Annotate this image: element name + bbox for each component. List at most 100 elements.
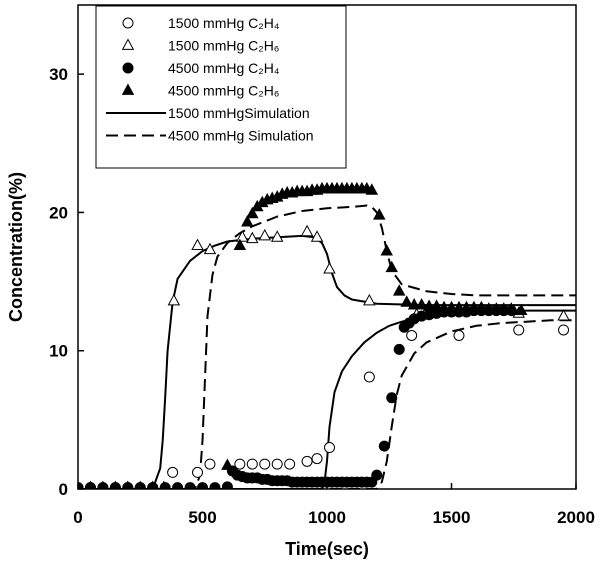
legend-entry-1: 1500 mmHg C₂H₆ [121,38,279,54]
data-point-s3-44 [490,302,503,314]
legend-entry-3: 4500 mmHg C₂H₆ [121,83,279,99]
data-point-s0-12 [259,458,271,470]
x-tick-label-0: 0 [73,508,82,527]
data-point-s0-7 [167,466,179,478]
data-point-s3-45 [497,302,511,314]
legend-label-2: 4500 mmHg C₂H₄ [168,60,280,76]
data-point-s3-29 [380,244,394,256]
data-point-s3-37 [437,300,451,313]
data-point-s0-22 [558,324,570,336]
legend-label-4: 1500 mmHgSimulation [168,105,310,121]
data-point-s0-20 [453,330,465,342]
data-point-s2-11 [209,482,221,489]
data-point-s3-3 [246,206,259,219]
plot-area [78,181,576,489]
legend-label-3: 4500 mmHg C₂H₆ [168,83,279,99]
data-point-s1-14 [270,230,284,242]
legend-label-1: 1500 mmHg C₂H₆ [168,38,279,54]
legend-marker-1 [121,38,135,50]
data-point-s3-38 [445,300,458,313]
data-point-s3-0 [221,458,234,470]
data-point-s0-14 [284,458,296,470]
data-point-s0-18 [363,371,375,383]
legend-entry-5: 4500 mmHg Simulation [106,128,314,144]
data-point-s2-0 [78,482,84,489]
data-point-s2-42 [371,469,383,481]
data-point-s1-15 [300,224,314,237]
series-line-7 [78,319,576,489]
data-point-s2-43 [378,440,390,452]
data-point-s1-12 [246,231,259,244]
data-point-s2-12 [221,481,233,489]
y-tick-label-2: 20 [49,203,68,222]
legend-marker-3 [121,83,135,95]
data-point-s3-39 [452,300,466,313]
data-point-s3-34 [415,298,428,310]
legend-marker-2 [122,62,134,74]
data-point-s1-11 [236,230,249,242]
legend-box [95,5,347,169]
x-tick-label-3: 1500 [433,508,471,527]
x-tick-label-1: 500 [188,508,216,527]
data-point-s0-8 [192,466,204,478]
data-point-s0-11 [246,458,258,470]
data-point-s0-9 [204,458,216,470]
data-point-s3-35 [422,299,436,311]
data-point-s0-10 [234,458,246,470]
data-point-s3-2 [241,215,254,227]
data-point-s1-21 [557,309,570,321]
legend: 1500 mmHg C₂H₄ 1500 mmHg C₂H₆ 4500 mmHg C₂… [95,5,347,169]
data-point-s0-19 [406,330,418,342]
data-point-s2-3 [109,482,121,489]
data-point-s1-17 [323,262,336,274]
data-point-s3-27 [365,183,379,195]
data-point-s1-18 [363,293,376,306]
data-point-s3-1 [233,238,247,251]
x-axis-title: Time(sec) [285,539,369,559]
data-point-s3-47 [514,303,528,316]
data-point-s3-33 [407,298,421,310]
data-point-s3-40 [460,300,473,313]
data-point-s2-8 [172,482,184,489]
data-point-s0-17 [323,442,335,454]
data-point-s2-6 [147,482,159,489]
data-point-s3-36 [430,299,443,311]
data-point-s1-10 [203,242,217,255]
data-point-s3-41 [467,300,481,313]
legend-entry-2: 4500 mmHg C₂H₄ [122,60,280,76]
data-point-s1-13 [258,228,271,241]
y-tick-label-0: 0 [59,480,68,499]
data-point-s3-28 [373,208,386,220]
axes: 0 500 1000 1500 2000 0 10 20 30 [49,4,595,527]
data-point-s2-7 [159,482,171,489]
legend-entry-4: 1500 mmHgSimulation [106,105,310,121]
plot-content [78,181,576,489]
y-tick-label-1: 10 [49,342,68,361]
data-point-s3-43 [482,302,496,314]
data-point-s2-5 [134,482,146,489]
x-tick-label-2: 1000 [308,508,346,527]
data-point-s0-15 [301,455,313,467]
series-line-6 [78,309,576,489]
data-point-s1-16 [310,230,324,242]
data-point-s3-30 [385,260,398,273]
data-point-s3-31 [392,284,406,296]
legend-marker-0 [122,17,134,29]
series-line-5 [78,204,576,489]
y-axis-title: Concentration(%) [6,172,26,322]
legend-entry-0: 1500 mmHg C₂H₄ [122,15,280,31]
x-tick-label-4: 2000 [557,508,595,527]
data-point-s0-21 [513,324,525,336]
data-point-s2-9 [184,482,196,489]
data-point-s1-9 [191,238,204,251]
data-point-s2-44 [386,392,398,404]
data-point-s3-42 [475,300,488,313]
legend-label-0: 1500 mmHg C₂H₄ [168,15,280,31]
data-point-s2-1 [84,482,96,489]
data-point-s2-4 [122,482,134,489]
data-point-s2-45 [393,343,405,355]
data-point-s3-46 [505,302,518,314]
y-tick-label-3: 30 [49,65,68,84]
data-point-s0-16 [311,453,323,465]
